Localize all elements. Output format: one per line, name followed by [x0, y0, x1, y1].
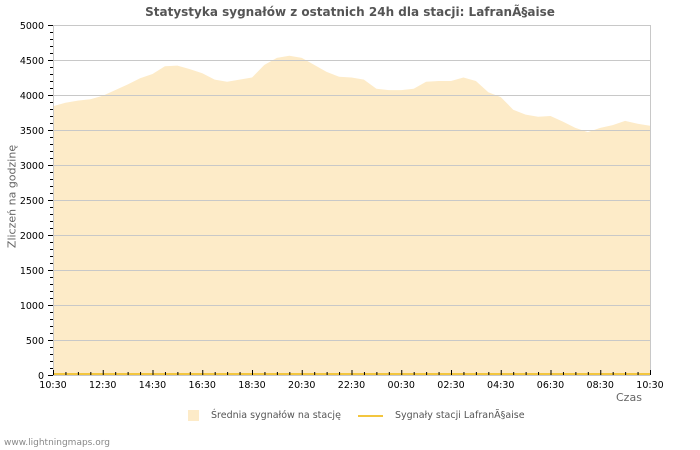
- legend-item-average: Średnia sygnałów na stację: [188, 410, 341, 421]
- svg-text:02:30: 02:30: [437, 380, 464, 391]
- svg-text:0: 0: [38, 371, 44, 382]
- legend: Średnia sygnałów na stację Sygnały stacj…: [0, 410, 700, 428]
- svg-text:22:30: 22:30: [338, 380, 365, 391]
- svg-text:12:30: 12:30: [89, 380, 116, 391]
- svg-text:14:30: 14:30: [139, 380, 166, 391]
- svg-text:3500: 3500: [20, 126, 44, 137]
- average-area-series: [53, 55, 650, 376]
- footer-site-link[interactable]: www.lightningmaps.org: [4, 438, 110, 448]
- svg-text:2000: 2000: [20, 231, 44, 242]
- svg-text:10:30: 10:30: [636, 380, 663, 391]
- svg-text:2500: 2500: [20, 196, 44, 207]
- legend-label: Sygnały stacji LafranÃ§aise: [395, 410, 525, 421]
- svg-text:500: 500: [26, 336, 44, 347]
- svg-text:10:30: 10:30: [39, 380, 66, 391]
- svg-text:4000: 4000: [20, 91, 44, 102]
- svg-text:04:30: 04:30: [487, 380, 514, 391]
- line-swatch-icon: [358, 414, 383, 417]
- svg-text:00:30: 00:30: [388, 380, 415, 391]
- svg-text:16:30: 16:30: [189, 380, 216, 391]
- legend-item-station: Sygnały stacji LafranÃ§aise: [358, 410, 525, 421]
- svg-text:1000: 1000: [20, 301, 44, 312]
- svg-text:18:30: 18:30: [238, 380, 265, 391]
- area-swatch-icon: [188, 410, 199, 421]
- chart-title: Statystyka sygnałów z ostatnich 24h dla …: [145, 5, 555, 19]
- svg-text:1500: 1500: [20, 266, 44, 277]
- svg-text:08:30: 08:30: [587, 380, 614, 391]
- x-axis-label: Czas: [616, 391, 642, 404]
- svg-text:20:30: 20:30: [288, 380, 315, 391]
- y-axis-label: Zliczeń na godzinę: [5, 144, 19, 249]
- svg-text:3000: 3000: [20, 161, 44, 172]
- legend-label: Średnia sygnałów na stację: [211, 410, 341, 421]
- svg-text:06:30: 06:30: [537, 380, 564, 391]
- svg-text:5000: 5000: [20, 21, 44, 32]
- svg-text:4500: 4500: [20, 56, 44, 67]
